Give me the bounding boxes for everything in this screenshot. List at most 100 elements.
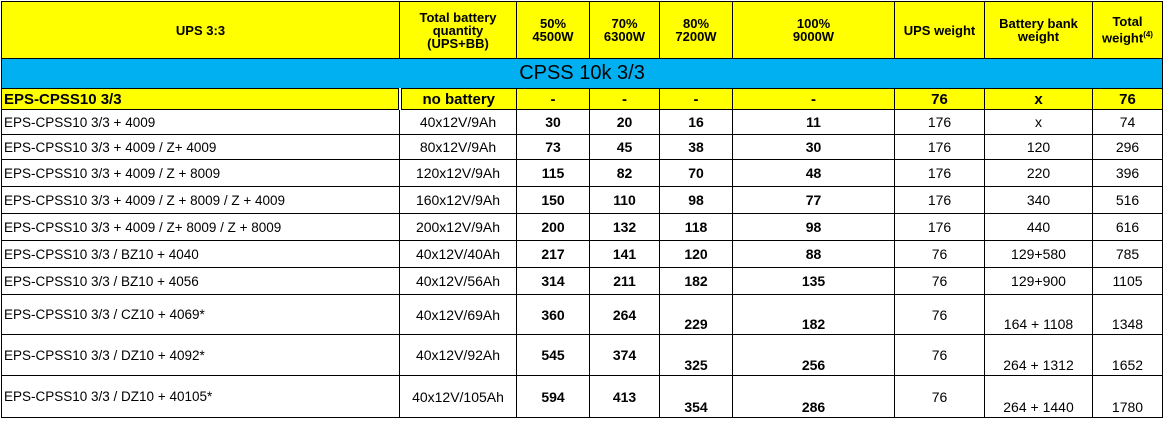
data-cell: 200: [516, 213, 590, 241]
data-row: EPS-CPSS10 3/3 + 4009 / Z + 8009 / Z + 4…: [1, 186, 1163, 214]
data-cell: 73: [516, 134, 590, 160]
section-row: CPSS 10k 3/3: [1, 58, 1163, 89]
data-cell: 16: [659, 109, 733, 135]
data-cell: 11: [732, 109, 895, 135]
data-cell: 129+900: [984, 267, 1093, 295]
header-cell: 50% 4500W: [516, 1, 590, 59]
base-cell: -: [589, 88, 660, 110]
data-cell: 296: [1092, 134, 1163, 160]
data-cell: 76: [894, 267, 985, 295]
data-cell: 120: [659, 240, 733, 268]
data-row: EPS-CPSS10 3/3 + 4009 40x12V/9Ah 30 20 16 11 1…: [1, 109, 1163, 135]
data-row: EPS-CPSS10 3/3 + 4009 / Z+ 4009 80x12V/9A…: [1, 134, 1163, 160]
data-cell: 1652: [1092, 334, 1163, 376]
header-cell: 70% 6300W: [589, 1, 660, 59]
data-cell: 217: [516, 240, 590, 268]
data-cell: EPS-CPSS10 3/3 / DZ10 + 4092*: [1, 334, 400, 376]
data-cell: EPS-CPSS10 3/3 / BZ10 + 4040: [1, 240, 400, 268]
data-cell: 76: [894, 240, 985, 268]
data-cell: 129+580: [984, 240, 1093, 268]
header-cell: Battery bank weight: [984, 1, 1093, 59]
data-cell: EPS-CPSS10 3/3 + 4009: [1, 109, 400, 135]
header-cell: 100% 9000W: [732, 1, 895, 59]
data-cell: 360: [516, 294, 590, 335]
data-cell: 176: [894, 134, 985, 160]
data-cell: 38: [659, 134, 733, 160]
data-cell: 135: [732, 267, 895, 295]
data-cell: 229: [659, 294, 733, 335]
data-cell: 220: [984, 159, 1093, 187]
data-cell: 76: [894, 334, 985, 376]
data-row: EPS-CPSS10 3/3 / DZ10 + 4092* 40x12V/92Ah…: [1, 334, 1163, 376]
header-cell: Total weight(4): [1092, 1, 1163, 59]
header-note: (4): [1143, 30, 1153, 40]
data-row: EPS-CPSS10 3/3 + 4009 / Z+ 8009 / Z + 80…: [1, 213, 1163, 241]
data-cell: EPS-CPSS10 3/3 / CZ10 + 4069*: [1, 294, 400, 335]
data-cell: 40x12V/69Ah: [399, 294, 517, 335]
data-cell: 141: [589, 240, 660, 268]
header-row: UPS 3:3 Total battery quantity (UPS+BB) 50…: [1, 1, 1163, 59]
data-cell: 594: [516, 375, 590, 418]
data-cell: EPS-CPSS10 3/3 + 4009 / Z+ 4009: [1, 134, 400, 160]
data-cell: 40x12V/105Ah: [399, 375, 517, 418]
data-cell: 80x12V/9Ah: [399, 134, 517, 160]
data-cell: EPS-CPSS10 3/3 + 4009 / Z + 8009 / Z + 4…: [1, 186, 400, 214]
data-cell: 48: [732, 159, 895, 187]
data-cell: 1780: [1092, 375, 1163, 418]
base-cell: -: [516, 88, 590, 110]
data-row: EPS-CPSS10 3/3 / BZ10 + 4056 40x12V/56Ah 3…: [1, 267, 1163, 295]
data-cell: 340: [984, 186, 1093, 214]
header-cell: UPS 3:3: [1, 1, 400, 59]
data-cell: 40x12V/9Ah: [399, 109, 517, 135]
data-cell: 176: [894, 109, 985, 135]
data-cell: 77: [732, 186, 895, 214]
base-cell: -: [659, 88, 733, 110]
data-cell: 785: [1092, 240, 1163, 268]
data-cell: 264 + 1440: [984, 375, 1093, 418]
data-cell: 176: [894, 213, 985, 241]
base-cell: EPS-CPSS10 3/3: [1, 88, 402, 110]
base-cell: no battery: [399, 88, 517, 110]
data-cell: 354: [659, 375, 733, 418]
data-cell: 264 + 1312: [984, 334, 1093, 376]
data-cell: 120: [984, 134, 1093, 160]
table-body: CPSS 10k 3/3 EPS-CPSS10 3/3 no battery - - - -…: [1, 58, 1163, 418]
ups-table: UPS 3:3 Total battery quantity (UPS+BB) 50…: [1, 1, 1163, 418]
data-cell: EPS-CPSS10 3/3 + 4009 / Z+ 8009 / Z + 80…: [1, 213, 400, 241]
data-cell: 164 + 1108: [984, 294, 1093, 335]
data-cell: 545: [516, 334, 590, 376]
data-cell: 256: [732, 334, 895, 376]
data-row: EPS-CPSS10 3/3 / CZ10 + 4069* 40x12V/69Ah…: [1, 294, 1163, 335]
data-cell: 211: [589, 267, 660, 295]
data-cell: x: [984, 109, 1093, 135]
data-cell: 160x12V/9Ah: [399, 186, 517, 214]
data-cell: 76: [894, 375, 985, 418]
base-row: EPS-CPSS10 3/3 no battery - - - -76 x 76: [1, 88, 1163, 110]
data-cell: 20: [589, 109, 660, 135]
data-cell: 70: [659, 159, 733, 187]
data-cell: EPS-CPSS10 3/3 / BZ10 + 4056: [1, 267, 400, 295]
data-cell: 115: [516, 159, 590, 187]
data-row: EPS-CPSS10 3/3 + 4009 / Z + 8009 120x12V/…: [1, 159, 1163, 187]
data-cell: 40x12V/92Ah: [399, 334, 517, 376]
data-cell: 264: [589, 294, 660, 335]
data-cell: 98: [732, 213, 895, 241]
data-cell: 120x12V/9Ah: [399, 159, 517, 187]
data-cell: 88: [732, 240, 895, 268]
data-cell: 45: [589, 134, 660, 160]
data-cell: 286: [732, 375, 895, 418]
data-cell: 74: [1092, 109, 1163, 135]
base-cell: x: [984, 88, 1093, 110]
header-cell: UPS weight: [894, 1, 985, 59]
data-cell: 200x12V/9Ah: [399, 213, 517, 241]
data-row: EPS-CPSS10 3/3 / BZ10 + 4040 40x12V/40Ah 2…: [1, 240, 1163, 268]
header-cell: 80% 7200W: [659, 1, 733, 59]
data-cell: 176: [894, 159, 985, 187]
data-cell: 396: [1092, 159, 1163, 187]
data-cell: 182: [732, 294, 895, 335]
data-cell: 314: [516, 267, 590, 295]
data-cell: EPS-CPSS10 3/3 + 4009 / Z + 8009: [1, 159, 400, 187]
base-cell: -: [732, 88, 895, 110]
data-cell: 40x12V/40Ah: [399, 240, 517, 268]
